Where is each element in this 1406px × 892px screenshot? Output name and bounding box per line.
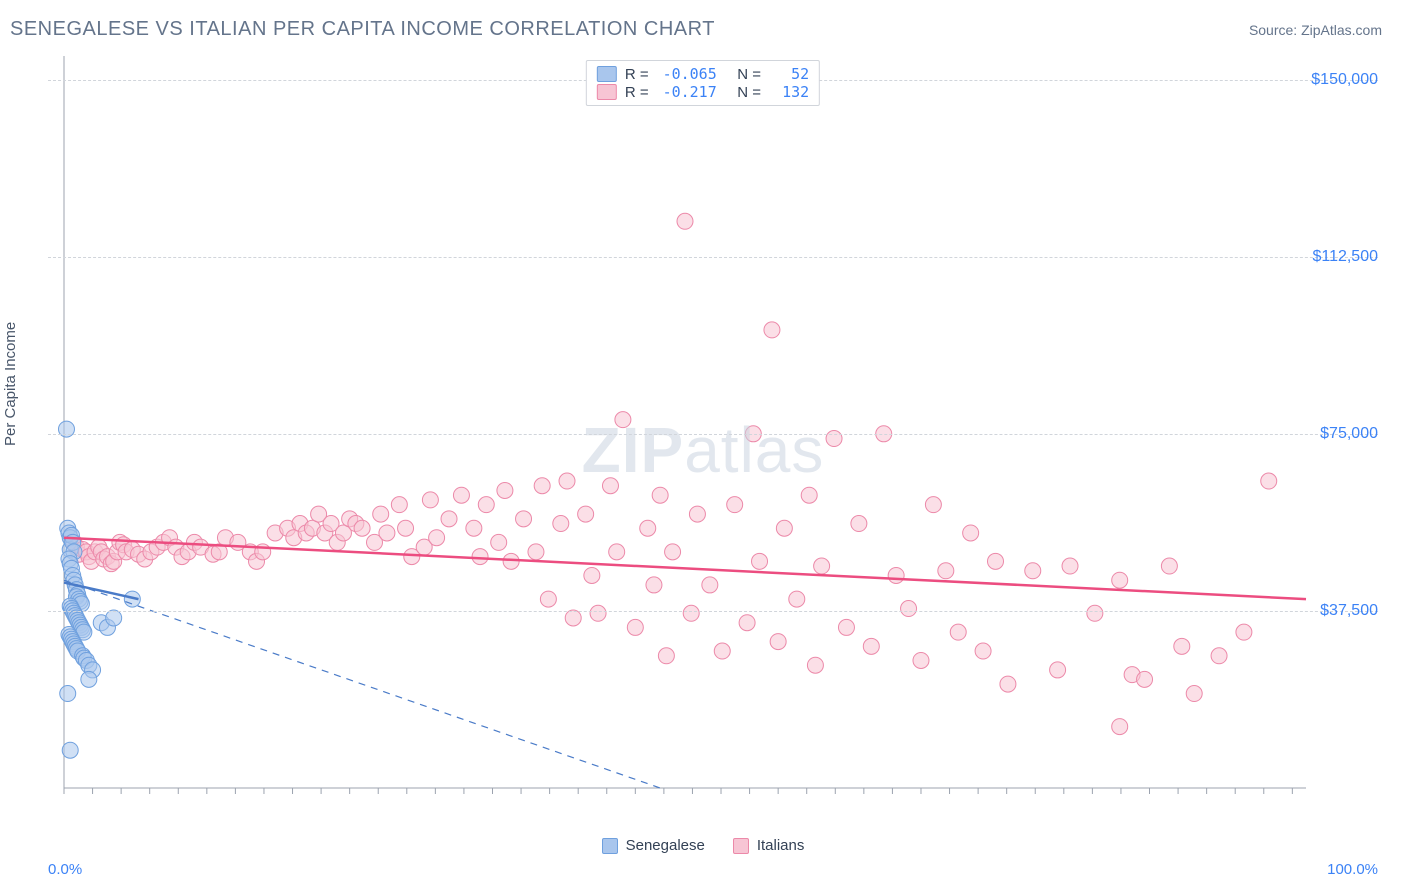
gridline [48, 434, 1378, 435]
chart-source: Source: ZipAtlas.com [1249, 22, 1382, 38]
chart-title: SENEGALESE VS ITALIAN PER CAPITA INCOME … [10, 18, 715, 41]
y-tick-label: $75,000 [1320, 425, 1378, 443]
series-legend-item: Senegalese [602, 837, 705, 854]
legend-n-label: N = [725, 84, 765, 101]
scatter-plot [48, 56, 1378, 836]
y-axis-label: Per Capita Income [2, 322, 19, 446]
gridline [48, 257, 1378, 258]
correlation-legend: R = -0.065 N = 52R = -0.217 N = 132 [586, 60, 820, 106]
legend-n-value: 132 [773, 83, 809, 101]
legend-series-label: Italians [757, 837, 805, 854]
legend-swatch [602, 838, 618, 854]
legend-swatch [733, 838, 749, 854]
x-axis-max-label: 100.0% [1327, 861, 1378, 878]
series-legend-item: Italians [733, 837, 805, 854]
y-tick-label: $37,500 [1320, 602, 1378, 620]
legend-swatch [597, 66, 617, 82]
legend-r-value: -0.065 [661, 65, 717, 83]
y-tick-label: $112,500 [1312, 248, 1378, 266]
legend-row: R = -0.065 N = 52 [597, 65, 809, 83]
legend-r-label: R = [625, 66, 653, 83]
legend-n-value: 52 [773, 65, 809, 83]
x-axis-min-label: 0.0% [48, 861, 82, 878]
series-legend: Senegalese Italians [10, 837, 1396, 854]
legend-swatch [597, 84, 617, 100]
gridline [48, 611, 1378, 612]
legend-n-label: N = [725, 66, 765, 83]
chart-area: Per Capita Income ZIPatlas $37,500$75,00… [10, 56, 1396, 876]
legend-r-value: -0.217 [661, 83, 717, 101]
legend-r-label: R = [625, 84, 653, 101]
legend-series-label: Senegalese [626, 837, 705, 854]
chart-header: SENEGALESE VS ITALIAN PER CAPITA INCOME … [0, 0, 1406, 41]
y-tick-label: $150,000 [1311, 71, 1378, 89]
legend-row: R = -0.217 N = 132 [597, 83, 809, 101]
